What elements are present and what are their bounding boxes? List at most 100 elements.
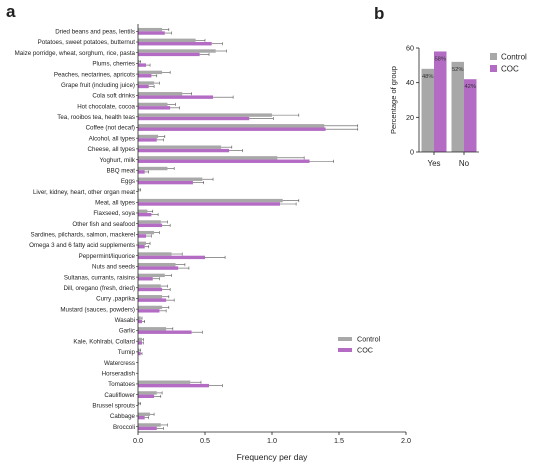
bar-control [138, 423, 161, 427]
bar-control [138, 401, 140, 406]
category-label: BBQ meat [106, 167, 135, 174]
bar-coc [138, 223, 163, 228]
bar-control [138, 295, 163, 299]
bar-control [138, 198, 283, 203]
x-tick-label: 1.0 [267, 436, 277, 445]
bar-control [138, 327, 167, 331]
bar-coc [138, 42, 212, 46]
bar-coc [138, 245, 145, 249]
category-label: Wasabi [115, 317, 135, 324]
category-label: Eggs [121, 178, 135, 185]
x-tick-label: 0.5 [200, 436, 210, 445]
bar-control [138, 188, 140, 192]
bar-control [138, 59, 140, 64]
bar-control [138, 380, 191, 384]
category-label: Turnip [118, 349, 136, 356]
category-label: Peppermint/liquorice [79, 253, 136, 260]
bar-coc [138, 394, 155, 399]
category-label: Alcohol, all types [89, 135, 135, 142]
category-label: Nuts and seeds [92, 264, 135, 271]
x-axis-title: Frequency per day [237, 452, 309, 462]
category-label: Broccoli [113, 424, 135, 431]
bar-control [138, 102, 168, 107]
category-label: Liver, kidney, heart, other organ meat [33, 189, 135, 196]
x-tick-label: 0.0 [133, 436, 143, 445]
bar-coc [138, 31, 165, 35]
panel-a-label: a [6, 2, 16, 21]
bar-control [138, 27, 163, 32]
panel-b-label: b [374, 4, 385, 23]
bar-coc [138, 63, 147, 67]
category-label: Flaxseed, soya [93, 210, 135, 217]
category-label: Maize porridge, wheat, sorghum, rice, pa… [15, 50, 136, 57]
bar-coc [138, 212, 152, 217]
bar-coc [138, 341, 143, 345]
bar-coc [138, 74, 152, 78]
category-label: Peaches, nectarines, apricots [54, 71, 135, 78]
bar-control [138, 209, 148, 213]
bar-coc [138, 127, 326, 131]
bar-coc [138, 277, 153, 281]
bar-coc [138, 180, 193, 185]
category-label: Other fish and seafood [72, 221, 135, 228]
bar-coc [138, 234, 147, 238]
bar-control [138, 391, 157, 395]
bar-coc [138, 116, 250, 121]
category-label: Garlic [119, 328, 135, 335]
bar-control [138, 177, 203, 181]
bar-control [138, 262, 176, 267]
bar-control [138, 124, 325, 128]
category-label: Hot chocolate, cocoa [77, 103, 135, 110]
bar-control [138, 412, 151, 416]
category-label: Horseradish [102, 370, 136, 377]
bar-coc [138, 426, 157, 431]
bar-control [138, 316, 141, 320]
bar-coc [138, 84, 149, 89]
category-label: Curry ,paprika [96, 296, 135, 303]
bar-coc [138, 138, 157, 142]
bar-control [138, 230, 155, 235]
bar-control [138, 305, 163, 310]
category-label: Coffee (not decaf) [86, 125, 135, 132]
category-label: Grape fruit (including juice) [61, 82, 135, 89]
bar-coc [138, 266, 179, 270]
category-label: Cola soft drinks [92, 93, 135, 100]
bar-coc [138, 95, 214, 99]
bar-coc [138, 351, 141, 356]
bar-coc [138, 52, 200, 57]
bar-coc [138, 415, 145, 420]
bar-control [138, 252, 172, 256]
category-label: Omega 3 and 6 fatty acid supplements [29, 242, 135, 249]
x-tick-label: 2.0 [401, 436, 411, 445]
category-label: Tea, rooibos tea, health teas [57, 114, 135, 121]
bar-control [138, 70, 163, 75]
bar-control [138, 156, 278, 160]
bar-control [138, 166, 168, 171]
category-label: Brussel sprouts [92, 402, 135, 409]
legend-swatch-control [338, 337, 352, 341]
category-label: Dried beans and peas, lentils [55, 29, 135, 36]
bar-coc [138, 106, 171, 110]
category-label: Watercress [104, 360, 135, 367]
legend-label-control: Control [357, 335, 381, 344]
category-label: Plums, cherries [92, 61, 135, 68]
bar-control [138, 49, 216, 53]
bar-coc [138, 330, 192, 334]
bar-coc [138, 383, 210, 388]
bar-control [138, 273, 165, 278]
category-label: Dill, oregano (fresh, dried) [63, 285, 135, 292]
bar-coc [138, 287, 163, 292]
bar-control [138, 337, 143, 342]
bar-control [138, 92, 183, 96]
category-label: Sultanas, currants, raisins [64, 274, 135, 281]
bar-coc [138, 255, 205, 260]
legend-swatch-coc [338, 348, 352, 352]
bar-control [138, 241, 147, 246]
category-label: Tomatoes [108, 381, 135, 388]
category-label: Sardines, pilchards, salmon, mackerel [30, 232, 135, 239]
bar-control [138, 220, 161, 224]
category-label: Yoghurt, milk [99, 157, 135, 164]
bar-coc [138, 202, 281, 206]
bar-coc [138, 309, 160, 313]
